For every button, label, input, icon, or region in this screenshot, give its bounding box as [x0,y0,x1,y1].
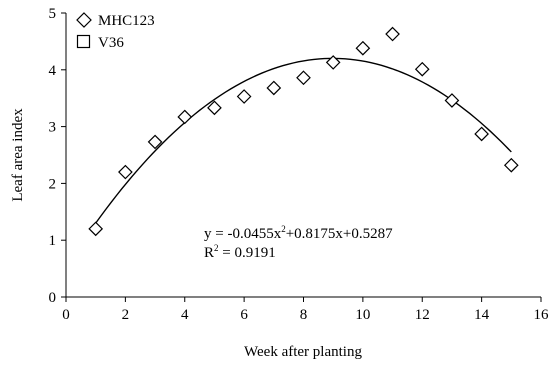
data-point-mhc123 [207,100,222,116]
equation-prefix: y = -0.0455x [204,226,282,242]
regression-annotation: y = -0.0455x2+0.8175x+0.5287 R2 = 0.9191 [204,224,393,261]
r2-suffix: = 0.9191 [219,245,276,261]
data-point-mhc123 [88,221,104,237]
data-point-mhc123 [236,89,252,104]
y-tick-label: 3 [49,120,57,136]
x-tick-label: 2 [122,307,130,323]
legend-item-mhc123: MHC123 [76,12,155,29]
x-tick-label: 8 [300,307,308,323]
legend-label-v36: V36 [98,35,124,51]
r2-prefix: R [204,245,214,261]
data-point-mhc123 [325,55,341,70]
x-axis-title: Week after planting [244,344,362,360]
data-point-mhc123 [385,26,400,42]
x-axis-ticks: 0 2 4 6 8 10 12 14 16 [62,297,549,323]
legend-label-mhc123: MHC123 [98,13,155,29]
x-tick-label: 12 [415,307,430,323]
data-point-mhc123 [177,109,193,125]
y-tick-label: 0 [49,290,57,306]
r2-exponent: 2 [214,243,219,253]
data-point-mhc123 [474,126,489,142]
x-tick-label: 14 [474,307,490,323]
data-point-mhc123 [355,40,371,56]
y-tick-label: 1 [49,233,57,249]
x-tick-label: 0 [62,307,70,323]
r-squared: R2 = 0.9191 [204,243,276,261]
legend-square-marker [76,34,91,49]
y-axis-ticks: 0 1 2 3 4 5 [49,6,66,306]
equation-exponent: 2 [281,224,286,234]
data-point-mhc123 [296,70,311,86]
trendline [95,57,512,224]
data-points [88,26,519,237]
data-point-mhc123 [503,157,519,173]
legend: MHC123 V36 [76,12,155,51]
data-point-mhc123 [414,61,430,77]
data-point-mhc123 [118,164,133,180]
legend-diamond-marker [76,12,92,28]
x-tick-label: 6 [240,307,248,323]
data-point-mhc123 [444,93,460,108]
regression-equation: y = -0.0455x2+0.8175x+0.5287 [204,224,393,242]
data-point-mhc123 [266,80,282,96]
equation-suffix: +0.8175x+0.5287 [286,226,393,242]
x-tick-label: 16 [534,307,550,323]
legend-item-v36: V36 [76,34,124,51]
y-tick-label: 2 [49,176,57,192]
data-point-mhc123 [147,134,163,150]
y-tick-label: 5 [49,6,57,22]
y-axis-title: Leaf area index [10,108,26,202]
x-tick-label: 4 [181,307,189,323]
y-tick-label: 4 [49,63,57,79]
x-tick-label: 10 [355,307,370,323]
